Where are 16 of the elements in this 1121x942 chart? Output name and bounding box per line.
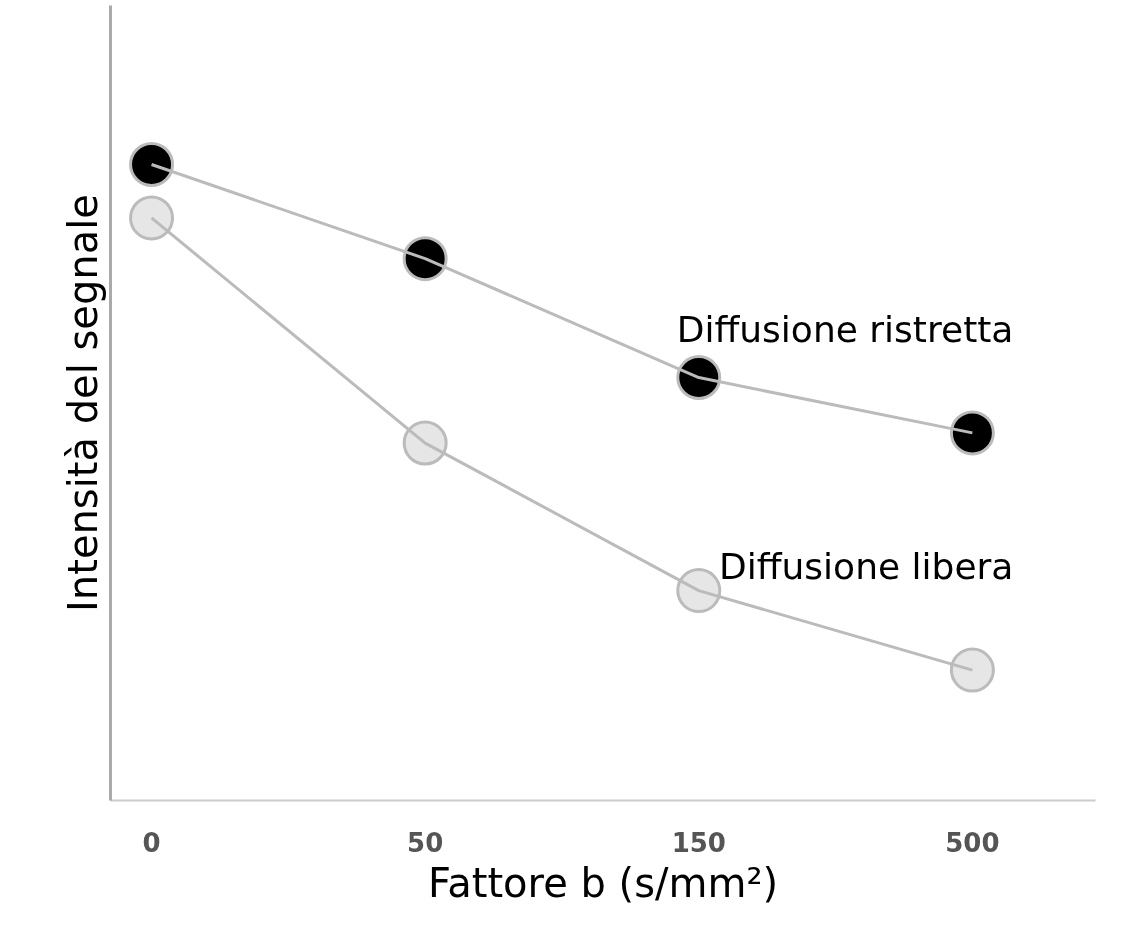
point [676,355,722,401]
point [129,195,175,241]
x-tick-label: 0 [142,827,161,858]
series-label: Diffusione ristretta [676,309,1014,351]
point [949,647,995,693]
series-label: Diffusione libera [719,546,1014,588]
x-tick-label: 150 [671,827,726,858]
point [402,420,448,466]
x-tick-label: 500 [945,827,1000,858]
y-axis-title: Intensità del segnale [59,194,106,612]
x-tick-label: 50 [407,827,444,858]
point [949,410,995,456]
x-axis-title: Fattore b (s/mm²) [427,859,779,906]
point [676,568,722,614]
point [129,142,175,187]
point [402,236,448,282]
